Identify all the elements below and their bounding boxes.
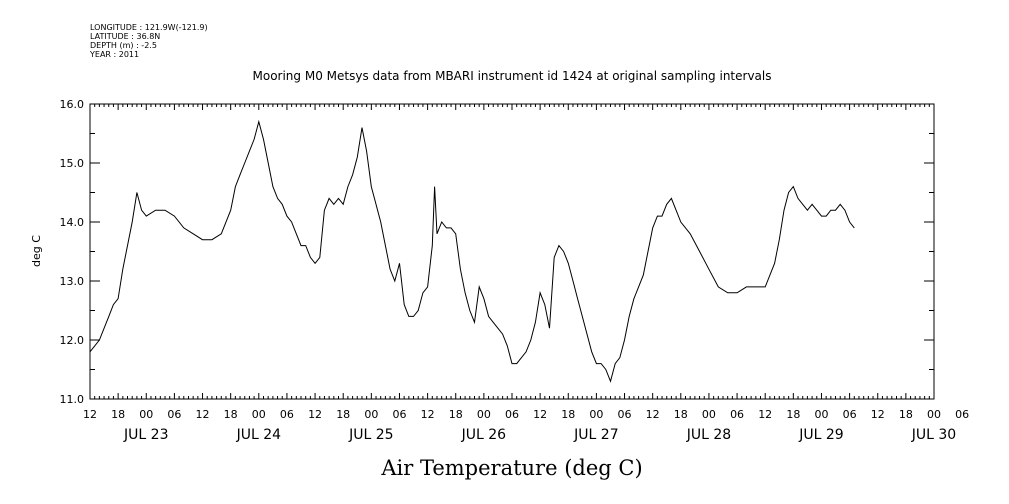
- y-tick-label: 15.0: [60, 157, 85, 170]
- x-hour-tick-label: 12: [421, 408, 435, 421]
- x-hour-tick-label: 06: [505, 408, 519, 421]
- x-hour-tick-label: 00: [364, 408, 378, 421]
- series-line: [89, 119, 855, 383]
- x-hour-tick-label: 12: [758, 408, 772, 421]
- chart-title: Mooring M0 Metsys data from MBARI instru…: [253, 69, 772, 83]
- x-date-label: JUL 24: [236, 427, 282, 443]
- series-group: [89, 119, 855, 383]
- y-tick-label: 13.0: [60, 275, 85, 288]
- y-tick-label: 16.0: [60, 98, 85, 111]
- x-hour-tick-label: 00: [589, 408, 603, 421]
- y-tick-label: 14.0: [60, 216, 85, 229]
- x-date-label: JUL 26: [461, 427, 507, 443]
- x-date-label: JUL 28: [686, 427, 731, 443]
- y-tick-label: 12.0: [60, 334, 85, 347]
- x-date-label: JUL 30: [911, 427, 956, 443]
- x-hour-tick-label: 06: [167, 408, 181, 421]
- x-hour-tick-label: 18: [561, 408, 575, 421]
- x-hour-tick-label: 18: [224, 408, 238, 421]
- x-hour-tick-label: 12: [646, 408, 660, 421]
- x-hour-tick-label: 00: [252, 408, 266, 421]
- y-axis-label: deg C: [30, 235, 43, 267]
- x-date-label: JUL 29: [798, 427, 843, 443]
- x-hour-tick-label: 06: [280, 408, 294, 421]
- x-hour-tick-label: 18: [111, 408, 125, 421]
- x-hour-tick-label: 18: [674, 408, 688, 421]
- x-axis-title: Air Temperature (deg C): [380, 456, 642, 480]
- y-tick-label: 11.0: [60, 393, 85, 406]
- x-hour-tick-label: 06: [730, 408, 744, 421]
- x-hour-tick-label: 00: [139, 408, 153, 421]
- latitude-text: LATITUDE : 36.8N: [90, 32, 160, 41]
- x-hour-tick-label: 06: [392, 408, 406, 421]
- x-hour-tick-label: 12: [83, 408, 97, 421]
- metadata-block: LONGITUDE : 121.9W(-121.9) LATITUDE : 36…: [89, 23, 208, 59]
- x-hour-tick-label: 12: [871, 408, 885, 421]
- x-hour-tick-label: 06: [955, 408, 969, 421]
- x-hour-tick-label: 18: [786, 408, 800, 421]
- plot-frame: [89, 103, 935, 400]
- x-date-label: JUL 25: [348, 427, 393, 443]
- x-hour-tick-label: 00: [927, 408, 941, 421]
- x-hour-tick-label: 18: [336, 408, 350, 421]
- x-hour-tick-label: 00: [814, 408, 828, 421]
- x-hour-tick-label: 12: [308, 408, 322, 421]
- depth-text: DEPTH (m) : -2.5: [90, 41, 157, 50]
- x-axis-ticks: 12 18 00 06 12 18 00 06 12 18 00 06 12 18 00 06 12 18 00 06…: [83, 104, 969, 443]
- x-hour-tick-label: 06: [843, 408, 857, 421]
- x-hour-tick-label: 12: [196, 408, 210, 421]
- x-hour-tick-label: 06: [618, 408, 632, 421]
- year-text: YEAR : 2011: [89, 50, 139, 59]
- x-date-label: JUL 27: [573, 427, 618, 443]
- x-hour-tick-label: 18: [449, 408, 463, 421]
- x-hour-tick-label: 18: [899, 408, 913, 421]
- y-axis-ticks: 11.0 12.0 13.0 14.0 15.0 16.0: [60, 98, 934, 406]
- x-date-label: JUL 23: [123, 427, 168, 443]
- x-hour-tick-label: 00: [477, 408, 491, 421]
- x-hour-tick-label: 12: [533, 408, 547, 421]
- longitude-text: LONGITUDE : 121.9W(-121.9): [90, 23, 208, 32]
- x-hour-tick-label: 00: [702, 408, 716, 421]
